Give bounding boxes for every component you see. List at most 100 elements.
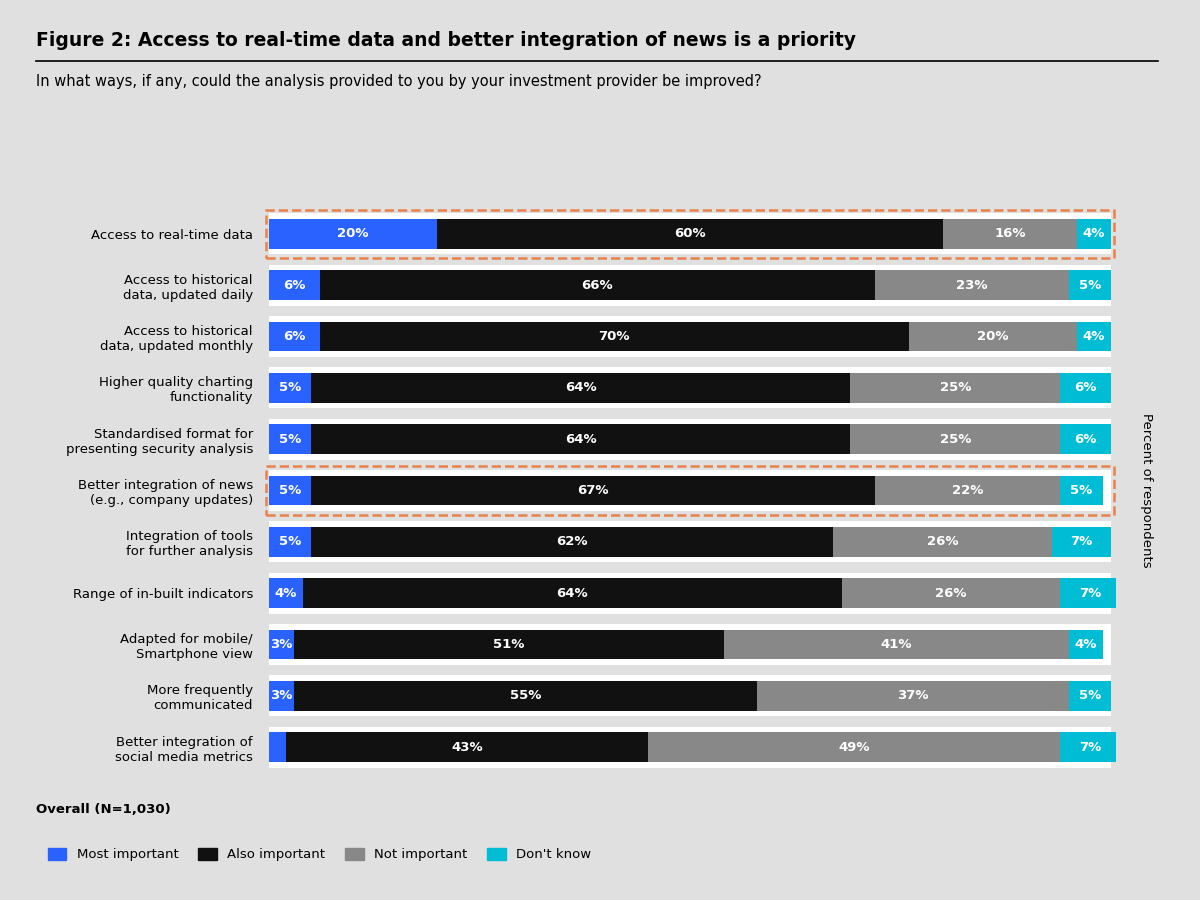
Text: 7%: 7% (1070, 536, 1093, 548)
Bar (875, 270, 1069, 300)
Text: Percent of respondents: Percent of respondents (1140, 413, 1152, 568)
Text: 5%: 5% (278, 484, 301, 497)
Text: 70%: 70% (599, 330, 630, 343)
Bar (269, 367, 1111, 409)
Bar (269, 418, 1111, 460)
Bar (269, 373, 311, 403)
Bar (294, 630, 724, 660)
Bar (850, 373, 1061, 403)
Text: 23%: 23% (956, 279, 988, 292)
Text: 66%: 66% (582, 279, 613, 292)
Bar (648, 733, 1061, 762)
Bar (311, 373, 850, 403)
Text: Overall (N=1,030): Overall (N=1,030) (36, 803, 170, 815)
Bar (1061, 424, 1111, 454)
Text: 37%: 37% (898, 689, 929, 702)
Bar (269, 572, 1111, 614)
Bar (850, 424, 1061, 454)
Text: 4%: 4% (1074, 638, 1097, 651)
Text: 64%: 64% (557, 587, 588, 599)
Text: 5%: 5% (1070, 484, 1093, 497)
Text: 20%: 20% (977, 330, 1009, 343)
Bar (269, 681, 294, 711)
Bar (311, 526, 833, 557)
Bar (875, 475, 1061, 506)
Text: 3%: 3% (270, 638, 293, 651)
Text: 62%: 62% (557, 536, 588, 548)
Bar (269, 726, 1111, 768)
Bar (269, 321, 319, 351)
Text: 20%: 20% (337, 228, 368, 240)
Text: 55%: 55% (510, 689, 541, 702)
Bar (1078, 219, 1111, 248)
Text: 7%: 7% (1079, 741, 1102, 753)
Text: 7%: 7% (1079, 587, 1102, 599)
Bar (269, 630, 294, 660)
Bar (1061, 373, 1111, 403)
Text: 3%: 3% (270, 689, 293, 702)
Text: 5%: 5% (278, 433, 301, 446)
Bar (438, 219, 942, 248)
Text: 6%: 6% (283, 279, 306, 292)
Text: 26%: 26% (926, 536, 959, 548)
Bar (1061, 579, 1120, 608)
Legend: Most important, Also important, Not important, Don't know: Most important, Also important, Not impo… (42, 842, 596, 867)
Text: 5%: 5% (278, 536, 301, 548)
Bar (302, 579, 841, 608)
Bar (1078, 321, 1111, 351)
Bar (319, 270, 875, 300)
Bar (269, 219, 438, 248)
Text: 4%: 4% (275, 587, 298, 599)
Bar (269, 424, 311, 454)
Bar (269, 675, 1111, 716)
Text: 5%: 5% (1079, 279, 1102, 292)
Bar (269, 475, 311, 506)
Bar (1069, 681, 1111, 711)
Bar (269, 526, 311, 557)
Text: 4%: 4% (1082, 330, 1105, 343)
Bar (269, 579, 302, 608)
Text: 16%: 16% (994, 228, 1026, 240)
Text: 41%: 41% (881, 638, 912, 651)
Bar (1061, 733, 1120, 762)
Bar (311, 424, 850, 454)
Text: 4%: 4% (1082, 228, 1105, 240)
Bar (269, 270, 319, 300)
Text: 60%: 60% (674, 228, 706, 240)
Text: Figure 2: Access to real-time data and better integration of news is a priority: Figure 2: Access to real-time data and b… (36, 32, 856, 50)
Bar (269, 470, 1111, 511)
Bar (269, 316, 1111, 357)
Text: 25%: 25% (940, 433, 971, 446)
Bar (294, 681, 757, 711)
Bar (724, 630, 1069, 660)
Bar (908, 321, 1078, 351)
Text: 6%: 6% (1074, 382, 1097, 394)
Bar (942, 219, 1078, 248)
Text: 25%: 25% (940, 382, 971, 394)
Bar (1052, 526, 1111, 557)
Text: 22%: 22% (952, 484, 984, 497)
Bar (269, 624, 1111, 665)
Text: 6%: 6% (1074, 433, 1097, 446)
Bar (311, 475, 875, 506)
Bar (757, 681, 1069, 711)
Bar (1069, 270, 1111, 300)
Bar (319, 321, 908, 351)
Bar (269, 521, 1111, 562)
Bar (1069, 630, 1103, 660)
Bar (833, 526, 1052, 557)
Text: In what ways, if any, could the analysis provided to you by your investment prov: In what ways, if any, could the analysis… (36, 74, 762, 89)
Bar (1061, 475, 1103, 506)
Text: 67%: 67% (577, 484, 608, 497)
Text: 43%: 43% (451, 741, 482, 753)
Text: 6%: 6% (283, 330, 306, 343)
Bar (841, 579, 1061, 608)
Bar (269, 733, 286, 762)
Text: 64%: 64% (565, 382, 596, 394)
Bar (269, 265, 1111, 306)
Text: 49%: 49% (839, 741, 870, 753)
Text: 51%: 51% (493, 638, 524, 651)
Text: 5%: 5% (278, 382, 301, 394)
Text: 5%: 5% (1079, 689, 1102, 702)
Bar (269, 213, 1111, 255)
